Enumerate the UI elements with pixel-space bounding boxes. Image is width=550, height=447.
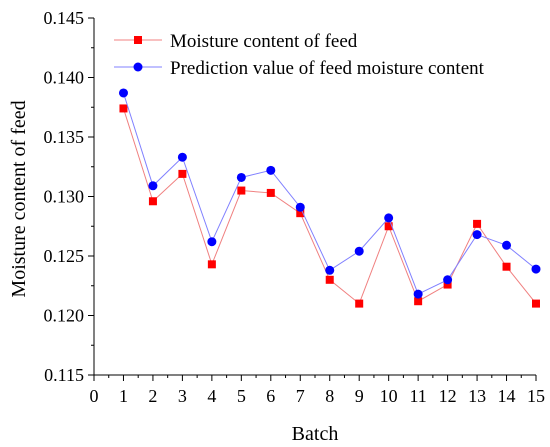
data-point-circle <box>354 246 364 256</box>
x-tick-label: 2 <box>148 386 157 406</box>
data-point-square <box>502 262 511 271</box>
data-point-circle <box>502 240 512 250</box>
x-tick-label: 1 <box>119 386 128 406</box>
y-tick-label: 0.140 <box>44 68 85 88</box>
y-tick-label: 0.145 <box>44 8 85 28</box>
data-point-circle <box>236 172 246 182</box>
data-point-circle <box>472 230 482 240</box>
y-tick-label: 0.115 <box>44 365 84 385</box>
x-tick-label: 13 <box>468 386 486 406</box>
data-point-square <box>178 169 187 178</box>
data-point-circle <box>207 237 217 247</box>
legend-item-predicted: Prediction value of feed moisture conten… <box>114 58 485 79</box>
tick-labels: 0 1 2 3 4 5 6 7 8 9 10 11 12 13 14 150.1150.1200.1250.1… <box>44 8 546 406</box>
x-tick-label: 3 <box>178 386 187 406</box>
data-point-square <box>473 219 482 228</box>
legend: Moisture content of feed Prediction valu… <box>114 31 485 79</box>
data-point-square <box>207 260 216 269</box>
data-point-circle <box>443 275 453 285</box>
data-point-square <box>296 209 305 218</box>
data-point-circle <box>325 265 335 275</box>
series-predicted <box>118 88 541 299</box>
x-tick-label: 4 <box>207 386 216 406</box>
data-point-square <box>325 275 334 284</box>
data-point-square <box>237 186 246 195</box>
series-group <box>118 88 541 308</box>
series-measured <box>119 104 540 308</box>
x-tick-label: 15 <box>527 386 545 406</box>
tick-marks <box>88 17 537 381</box>
x-tick-label: 5 <box>237 386 246 406</box>
y-tick-label: 0.125 <box>44 246 85 266</box>
legend-marker-predicted <box>133 62 143 72</box>
legend-marker-measured <box>134 36 142 44</box>
data-point-square <box>532 299 540 308</box>
data-point-circle <box>413 289 423 299</box>
y-tick-label: 0.135 <box>44 127 85 147</box>
legend-label-predicted: Prediction value of feed moisture conten… <box>170 58 485 79</box>
series-line <box>122 92 537 295</box>
legend-item-measured: Moisture content of feed <box>114 31 358 52</box>
data-point-circle <box>118 88 128 98</box>
x-tick-label: 6 <box>266 386 275 406</box>
y-axis-title: Moisture content of feed <box>8 100 30 297</box>
data-point-circle <box>148 181 158 191</box>
data-point-circle <box>266 165 276 175</box>
data-point-square <box>384 222 393 231</box>
data-point-circle <box>177 152 187 162</box>
y-tick-label: 0.130 <box>44 187 85 207</box>
data-point-square <box>355 299 364 308</box>
data-point-circle <box>531 264 541 274</box>
x-tick-label: 11 <box>409 386 426 406</box>
y-tick-label: 0.120 <box>44 306 85 326</box>
data-point-square <box>148 197 157 206</box>
data-point-square <box>443 280 452 289</box>
data-point-square <box>414 297 423 306</box>
data-point-circle <box>295 202 305 212</box>
x-axis-title: Batch <box>292 423 339 445</box>
x-tick-label: 0 <box>90 386 99 406</box>
x-tick-label: 14 <box>498 386 516 406</box>
x-tick-label: 10 <box>380 386 398 406</box>
data-point-circle <box>384 213 394 223</box>
data-point-square <box>119 104 128 113</box>
data-point-square <box>266 188 275 197</box>
x-tick-label: 7 <box>296 386 305 406</box>
x-tick-label: 12 <box>439 386 457 406</box>
x-tick-label: 9 <box>355 386 364 406</box>
legend-label-measured: Moisture content of feed <box>170 31 358 52</box>
x-tick-label: 8 <box>325 386 334 406</box>
